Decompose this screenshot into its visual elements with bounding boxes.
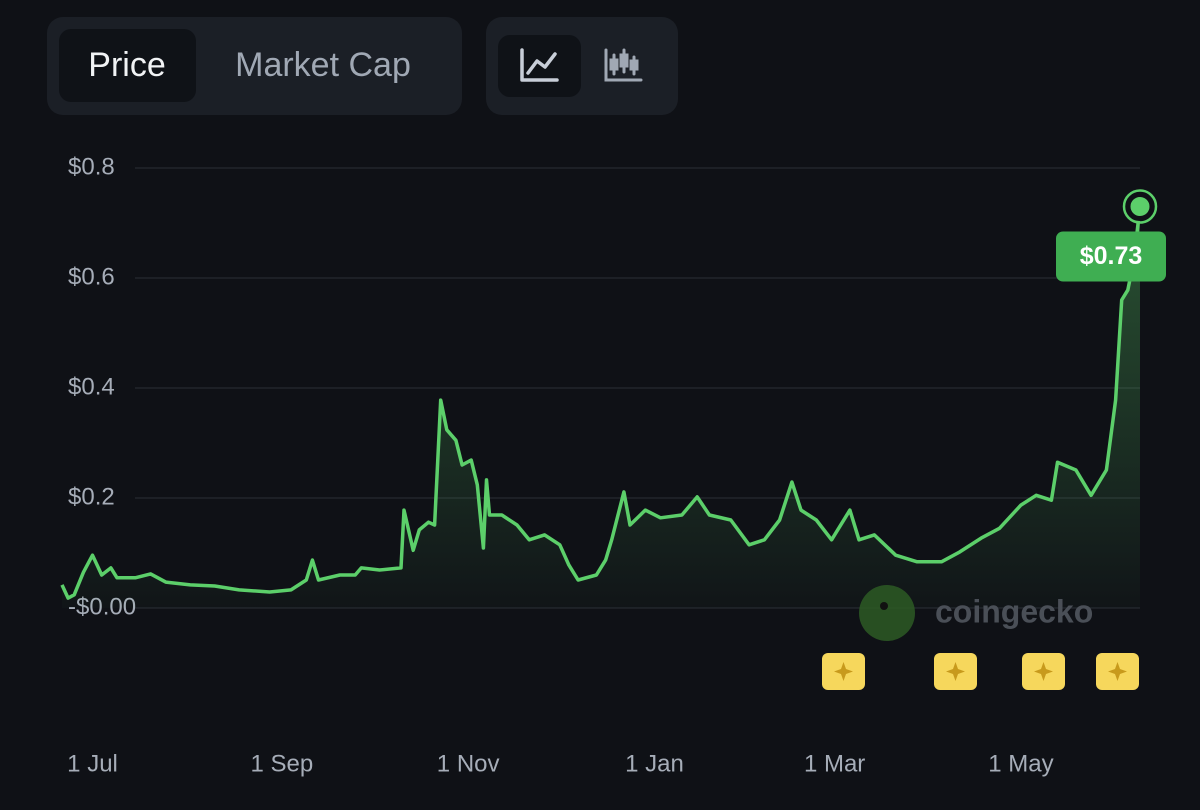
x-tick-label: 1 Sep [251, 750, 314, 777]
watermark: coingecko [935, 593, 1093, 629]
tab-selected [59, 29, 196, 102]
x-tick-label: 1 Jul [67, 750, 118, 777]
y-tick-label: $0.4 [68, 373, 115, 400]
price-line [60, 206, 1142, 600]
x-tick-label: 1 Mar [804, 750, 865, 777]
price-label-box [1056, 231, 1166, 282]
x-tick-label: 1 Nov [437, 750, 500, 777]
line-icon [520, 48, 559, 82]
tab-price[interactable]: Price [88, 46, 165, 84]
tab-market-cap[interactable]: Market Cap [235, 46, 411, 84]
y-tick-label: $0.8 [68, 153, 115, 180]
last-point-marker [1125, 192, 1155, 221]
y-tick-label: $0.2 [68, 483, 115, 510]
price-area [62, 206, 1140, 608]
event-badges[interactable] [822, 653, 1139, 690]
price-label: $0.73 [1080, 242, 1143, 270]
candle-icon[interactable] [604, 48, 643, 82]
watermark-logo [859, 585, 915, 641]
line-view-button[interactable] [498, 35, 581, 97]
last-point-ring [1122, 189, 1158, 224]
watermark-eye [880, 602, 888, 610]
x-tick-label: 1 May [988, 750, 1053, 777]
y-tick-label: $0.6 [68, 263, 115, 290]
x-tick-label: 1 Jan [625, 750, 684, 777]
